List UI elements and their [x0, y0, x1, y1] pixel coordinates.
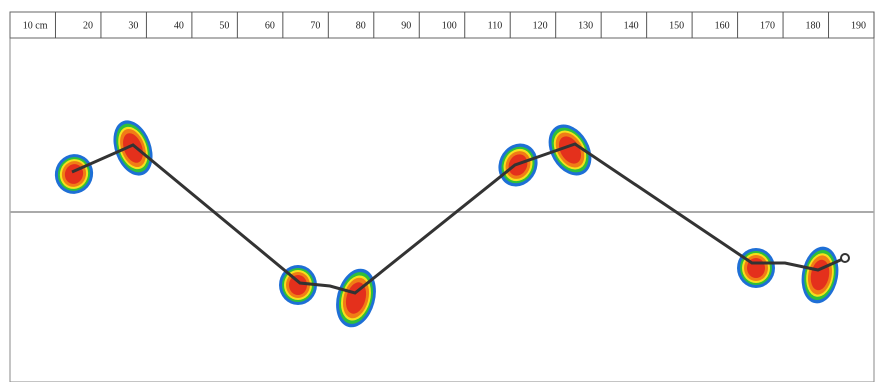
ruler-label: 30	[128, 20, 138, 31]
ruler-label: 100	[442, 20, 457, 31]
path-end	[841, 254, 849, 262]
gait-view: 10 cm 20 30 40 50 60 70 80 90 100 110 120 130 140 150 1…	[0, 0, 879, 382]
ruler-label: 150	[669, 20, 684, 31]
ruler-label: 160	[715, 20, 730, 31]
footprint	[737, 248, 775, 288]
page: {"ruler": {"labels": ["10 cm", "20", "30…	[0, 0, 879, 382]
ruler-label: 190	[851, 20, 866, 31]
mat-frame	[10, 12, 874, 382]
ruler-label: 20	[83, 20, 93, 31]
ruler-label: 60	[265, 20, 275, 31]
ruler-label: 40	[174, 20, 184, 31]
ruler-label: 130	[578, 20, 593, 31]
ruler-label: 90	[401, 20, 411, 31]
ruler-label: 120	[533, 20, 548, 31]
ruler-label: 140	[624, 20, 639, 31]
ruler-label: 70	[310, 20, 320, 31]
ruler-label: 80	[356, 20, 366, 31]
ruler-label: 170	[760, 20, 775, 31]
ruler-label: 10 cm	[23, 20, 48, 31]
ruler-label: 50	[219, 20, 229, 31]
ruler-label: 180	[806, 20, 821, 31]
ruler-label: 110	[488, 20, 503, 31]
